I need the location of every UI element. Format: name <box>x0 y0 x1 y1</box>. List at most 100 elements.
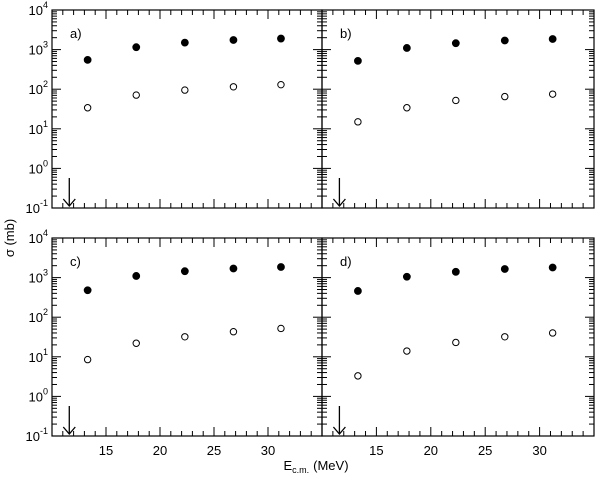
data-point-open <box>277 80 285 89</box>
data-point-filled <box>83 55 92 64</box>
data-point-open <box>83 355 92 364</box>
x-tick-label: 25 <box>478 443 492 458</box>
y-tick-label: 104 <box>29 228 48 246</box>
y-tick-base: 10 <box>26 201 40 216</box>
data-point-filled <box>132 43 141 52</box>
data-point-open <box>354 372 362 380</box>
data-point-open <box>548 329 557 337</box>
panel-4: 15 20 25 30 d) <box>321 237 595 458</box>
data-point-filled <box>83 286 92 295</box>
y-tick-exponent: 1 <box>43 347 48 357</box>
x-tick-label: 15 <box>99 443 113 458</box>
y-tick-base: 10 <box>29 350 43 365</box>
threshold-arrow-head <box>332 426 346 435</box>
data-point-open <box>354 118 362 126</box>
data-point-filled <box>402 272 411 281</box>
data-point-open <box>229 328 238 336</box>
y-tick-exponent: 0 <box>43 386 48 396</box>
data-point-open <box>403 347 411 355</box>
data-point-open <box>132 91 140 99</box>
y-tick-base: 10 <box>29 122 43 137</box>
data-point-filled <box>229 264 238 273</box>
y-tick-exponent: 3 <box>43 268 48 278</box>
y-tick-label: 103 <box>29 40 48 58</box>
y-tick-label: 100 <box>29 158 48 176</box>
y-tick-base: 10 <box>29 310 43 325</box>
x-tick-label: 20 <box>153 443 167 458</box>
y-tick-exponent: 2 <box>43 79 48 89</box>
panel-frame <box>321 237 595 437</box>
data-point-open <box>501 92 509 101</box>
data-point-open <box>403 104 411 112</box>
data-point-filled <box>277 263 285 271</box>
data-point-open <box>277 324 285 333</box>
y-tick-base: 10 <box>29 82 43 97</box>
x-tick-label: 30 <box>532 443 546 458</box>
threshold-arrow-head <box>62 198 76 207</box>
y-tick-exponent: 4 <box>43 0 48 10</box>
x-tick-label: 20 <box>424 443 438 458</box>
x-axis-title-main: E <box>283 458 292 473</box>
data-point-filled <box>180 267 189 276</box>
y-tick-exponent: 2 <box>43 307 48 317</box>
data-point-filled <box>548 35 557 43</box>
y-tick-label: 10-1 <box>26 426 48 444</box>
y-tick-label: 103 <box>29 268 48 286</box>
data-point-filled <box>402 44 411 52</box>
data-point-filled <box>451 39 460 48</box>
y-axis-title: σ (mb) <box>2 219 17 257</box>
y-tick-base: 10 <box>29 271 43 286</box>
data-point-filled <box>180 38 189 47</box>
data-point-open <box>548 90 557 98</box>
y-tick-label: 104 <box>29 0 48 18</box>
panel-label: a) <box>70 26 82 41</box>
y-tick-base: 10 <box>29 161 43 176</box>
threshold-arrow-head <box>62 426 76 435</box>
x-axis-title-sub: c.m. <box>292 465 309 475</box>
data-point-open <box>83 104 92 112</box>
data-point-filled <box>500 265 509 273</box>
panel-label: c) <box>70 254 81 269</box>
data-point-open <box>181 86 189 94</box>
y-tick-label: 10-1 <box>26 198 48 216</box>
y-tick-label: 101 <box>29 119 48 137</box>
data-point-filled <box>354 287 362 295</box>
data-point-open <box>132 339 140 347</box>
y-tick-base: 10 <box>29 231 43 246</box>
data-point-filled <box>229 36 238 44</box>
y-tick-exponent: 4 <box>43 228 48 238</box>
x-tick-label: 15 <box>369 443 383 458</box>
data-point-open <box>452 338 460 347</box>
y-tick-base: 10 <box>29 3 43 18</box>
x-tick-label: 25 <box>207 443 221 458</box>
panel-label: b) <box>340 26 352 41</box>
panel-2: b) <box>321 9 595 209</box>
threshold-arrow-head <box>332 198 346 207</box>
data-point-filled <box>132 272 141 280</box>
data-point-open <box>501 333 509 341</box>
x-axis-title-unit: (MeV) <box>313 458 348 473</box>
data-point-open <box>229 83 238 91</box>
x-tick-label: 30 <box>261 443 275 458</box>
y-tick-base: 10 <box>29 43 43 58</box>
data-point-filled <box>277 34 285 43</box>
x-axis-title: Ec.m. (MeV) <box>283 458 348 475</box>
data-point-open <box>452 96 460 105</box>
data-point-filled <box>354 56 362 65</box>
y-tick-exponent: 3 <box>43 40 48 50</box>
panel-frame <box>321 9 595 209</box>
panel-label: d) <box>340 254 352 269</box>
data-point-filled <box>500 36 509 45</box>
y-tick-exponent: 0 <box>43 158 48 168</box>
y-tick-exponent: -1 <box>40 198 48 208</box>
y-tick-exponent: -1 <box>40 426 48 436</box>
y-tick-label: 101 <box>29 347 48 365</box>
y-tick-label: 102 <box>29 307 48 325</box>
y-tick-exponent: 1 <box>43 119 48 129</box>
y-tick-base: 10 <box>29 389 43 404</box>
